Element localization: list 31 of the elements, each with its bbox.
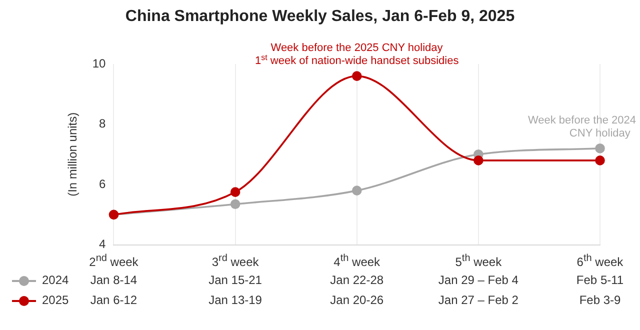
point [230,187,240,197]
text: Jan 27 – Feb 2 [438,292,518,307]
chart-title: China Smartphone Weekly Sales, Jan 6-Feb 9, 2025 [124,8,516,26]
text: Jan 13-19 [208,292,262,307]
y-tick-label: 8 [99,116,106,131]
text: Jan 6-12 [90,292,138,307]
y-axis-title: (In million units) [66,112,80,196]
point [230,199,240,210]
x-tick-label: 3$^{rd}$ week [212,252,259,269]
y-tick-label: 4 [99,237,106,252]
annotation: Week before the 2024 CNY holiday [528,114,636,140]
x-tick-label: 2$^{nd}$ week [89,252,138,269]
text: Jan 22-28 [330,272,384,287]
text: Jan 20-26 [330,292,384,307]
point [352,71,362,81]
point [474,156,484,166]
point [595,143,605,154]
text: Jan 15-21 [208,272,262,287]
text: Feb 5-11 [576,272,624,287]
text: Jan 8-14 [90,272,138,287]
text: Jan 29 – Feb 4 [438,272,518,287]
point [352,186,362,196]
legend-label: 2024 [42,272,69,287]
point [595,156,605,166]
y-tick-label: 10 [92,56,106,70]
x-tick-label: 5$^{th}$ week [455,252,502,269]
y-tick-label: 6 [99,176,106,191]
text: Feb 3-9 [579,292,621,307]
x-tick-label: 4$^{th}$ week [334,252,380,269]
legend-label: 2025 [42,292,69,307]
x-tick-label: 6$^{th}$ week [576,252,624,269]
